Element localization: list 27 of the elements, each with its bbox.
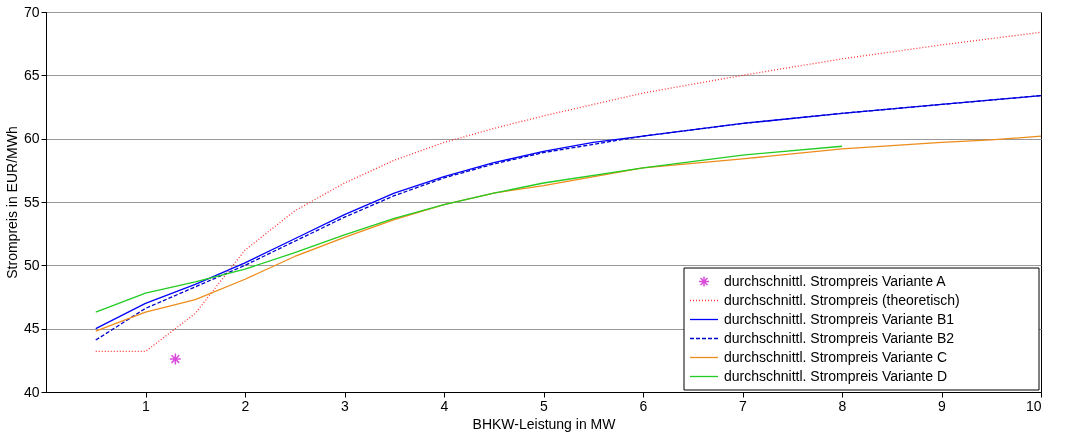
x-tick-label: 4	[440, 397, 449, 414]
y-tick-label: 55	[23, 193, 40, 210]
legend-label: durchschnittl. Strompreis Variante C	[724, 348, 948, 365]
x-tick-label: 3	[341, 397, 350, 414]
x-tick-label: 7	[739, 397, 748, 414]
legend-label: durchschnittl. Strompreis Variante B2	[724, 329, 955, 346]
x-tick-label: 2	[241, 397, 250, 414]
x-tick-label: 5	[540, 397, 549, 414]
legend-label: durchschnittl. Strompreis Variante D	[724, 367, 948, 384]
x-tick-label: 10	[1025, 397, 1042, 414]
x-tick-label: 1	[142, 397, 151, 414]
x-axis-title: BHKW-Leistung in MW	[472, 415, 617, 432]
x-tick-label: 9	[938, 397, 947, 414]
line-series	[95, 31, 1042, 353]
legend-label: durchschnittl. Strompreis Variante A	[724, 272, 947, 289]
legend-label: durchschnittl. Strompreis Variante B1	[724, 310, 955, 327]
y-tick-label: 70	[23, 3, 40, 20]
x-tick-label: 6	[639, 397, 648, 414]
y-tick-label: 60	[23, 130, 40, 147]
legend-label: durchschnittl. Strompreis (theoretisch)	[724, 291, 960, 308]
y-tick-label: 50	[23, 256, 40, 273]
x-tick-label: 8	[838, 397, 847, 414]
y-axis-title: Strompreis in EUR/MWh	[3, 126, 20, 279]
line-series	[95, 135, 1042, 332]
y-tick-label: 65	[23, 66, 40, 83]
y-tick-label: 40	[23, 383, 40, 400]
y-tick-label: 45	[23, 320, 40, 337]
